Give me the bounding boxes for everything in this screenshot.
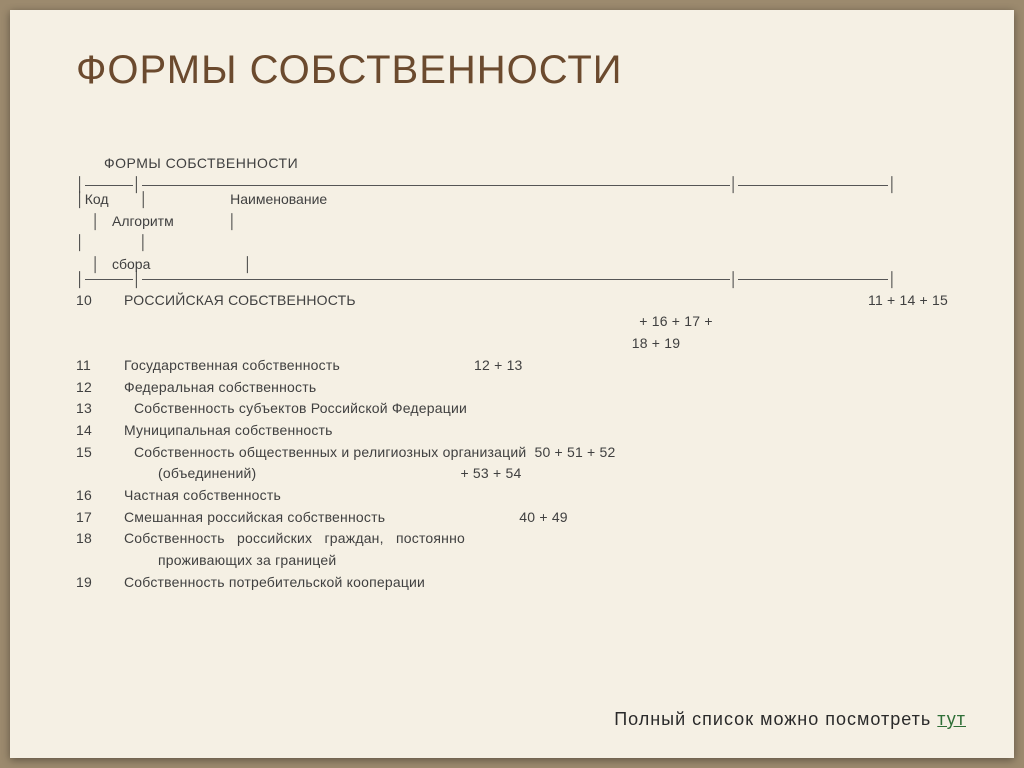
list-item: 16 Частная собственность [76, 485, 948, 507]
item-code: 15 [76, 442, 124, 464]
header-name-label: Наименование [230, 191, 327, 207]
item-name: Государственная собственность [124, 357, 340, 373]
list-item-cont: (объединений) + 53 + 54 [76, 463, 948, 485]
item-cont-label: проживающих за границей [158, 552, 336, 568]
list-item: 11 Государственная собственность 12 + 13 [76, 355, 948, 377]
list-item-cont: проживающих за границей [76, 550, 948, 572]
item-name: Частная собственность [124, 487, 281, 503]
header-algo-label: Алгоритм [112, 213, 174, 229]
footer-label: Полный список можно посмотреть [614, 709, 937, 729]
table-header-box: │ │ │ │ │Код │ Наименование │ Алгоритм │… [76, 181, 948, 284]
top-rule: │ │ │ │ [76, 181, 948, 189]
list-item: 19 Собственность потребительской коопера… [76, 572, 948, 594]
list-item: 15 Собственность общественных и религиоз… [76, 442, 948, 464]
list-item-cont: 18 + 19 [76, 333, 948, 355]
section-subtitle: ФОРМЫ СОБСТВЕННОСТИ [104, 155, 948, 171]
item-code: 11 [76, 355, 124, 377]
bottom-rule: │ │ │ │ [76, 276, 948, 284]
content-list: 10 РОССИЙСКАЯ СОБСТВЕННОСТЬ 11 + 14 + 15… [76, 290, 948, 594]
item-name: Муниципальная собственность [124, 422, 333, 438]
item-code: 14 [76, 420, 124, 442]
header-row-4: │ сбора │ [76, 254, 948, 276]
slide: ФОРМЫ СОБСТВЕННОСТИ ФОРМЫ СОБСТВЕННОСТИ … [10, 10, 1014, 758]
item-name: Смешанная российская собственность [124, 509, 385, 525]
item-name: Собственность российских граждан, постоя… [124, 530, 465, 546]
item-name: Федеральная собственность [124, 379, 316, 395]
header-code-label: Код [85, 191, 109, 207]
list-item-cont: + 16 + 17 + [76, 311, 948, 333]
header-sbor-label: сбора [112, 256, 150, 272]
item-name: Собственность общественных и религиозных… [134, 444, 526, 460]
item-name: РОССИЙСКАЯ СОБСТВЕННОСТЬ [124, 290, 356, 312]
list-item: 18 Собственность российских граждан, пос… [76, 528, 948, 550]
header-row-3: │ │ [76, 232, 948, 254]
item-code: 19 [76, 572, 124, 594]
item-algo: 50 + 51 + 52 [534, 444, 615, 460]
footer-link[interactable]: тут [937, 709, 966, 729]
footer-text: Полный список можно посмотреть тут [614, 709, 966, 730]
item-name: Собственность потребительской кооперации [124, 574, 425, 590]
item-code: 16 [76, 485, 124, 507]
page-title: ФОРМЫ СОБСТВЕННОСТИ [76, 48, 948, 93]
header-row-2: │ Алгоритм │ [76, 211, 948, 233]
list-item: 10 РОССИЙСКАЯ СОБСТВЕННОСТЬ 11 + 14 + 15 [76, 290, 948, 312]
list-item: 17 Смешанная российская собственность 40… [76, 507, 948, 529]
item-algo: 11 + 14 + 15 [868, 290, 948, 312]
item-algo-cont: + 16 + 17 + [639, 313, 712, 329]
list-item: 12 Федеральная собственность [76, 377, 948, 399]
item-code: 12 [76, 377, 124, 399]
item-code: 10 [76, 290, 124, 312]
item-algo-cont: + 53 + 54 [460, 465, 521, 481]
list-item: 14 Муниципальная собственность [76, 420, 948, 442]
item-algo: 40 + 49 [519, 509, 568, 525]
item-code: 17 [76, 507, 124, 529]
list-item: 13 Собственность субъектов Российской Фе… [76, 398, 948, 420]
item-code: 18 [76, 528, 124, 550]
item-name: Собственность субъектов Российской Федер… [134, 400, 467, 416]
item-cont-label: (объединений) [158, 465, 256, 481]
item-algo-cont: 18 + 19 [632, 335, 681, 351]
item-algo: 12 + 13 [474, 357, 523, 373]
header-row-1: │Код │ Наименование [76, 189, 948, 211]
item-code: 13 [76, 398, 124, 420]
